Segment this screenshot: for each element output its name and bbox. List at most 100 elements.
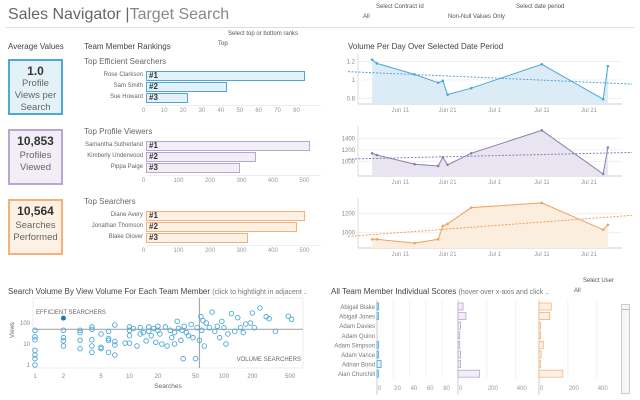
null-values-dropdown[interactable]: Non-Null Values Only [448,14,505,20]
scatter-point [146,328,152,335]
axis-tick: 50 [236,108,244,114]
x-tick-label: 400 [598,386,609,392]
user-filter-dropdown[interactable]: All [574,288,581,294]
y-tick-label: 1200 [342,148,356,154]
volume-heading: Volume Per Day Over Selected Date Period [348,42,504,51]
data-point [540,62,544,66]
scatter-point [221,324,227,331]
ranking-rank: #1 [149,141,158,150]
page-title: Sales Navigator |Target Search [8,6,230,23]
scatter-point [32,327,38,334]
ranking-bar[interactable]: #3 [146,233,249,243]
data-point [436,237,440,241]
scatter-point [140,329,147,336]
ranking-bar[interactable]: #3 [146,93,188,103]
x-tick-label: Jul 11 [534,108,550,114]
kpi-label: Searches Performed [13,220,58,243]
scatter-point [209,309,215,315]
data-point [375,153,379,157]
highlighted-point [60,315,66,321]
score-bar [457,350,461,359]
scatter-point [105,328,112,335]
scatter-point [196,337,203,344]
scatter-point [32,336,38,343]
y-tick-label: 10 [23,342,30,348]
data-point [540,201,544,205]
user-filter-label: Select User [583,278,615,284]
ranking-name: Jonathan Thomson [91,223,143,229]
scatter-point [216,334,223,341]
scatter-point [32,334,38,340]
axis-tick: 0 [142,248,146,254]
score-bar [457,369,481,378]
ranking-rank: #3 [149,233,158,242]
header-divider [6,27,634,28]
ranking-name: Sam Smith [113,83,143,89]
scatter-point [153,339,159,346]
ranking-bar[interactable]: #2 [146,222,298,232]
scrollbar-thumb[interactable] [622,307,629,310]
scores-scrollbar[interactable] [621,304,630,394]
axis-tick: 500 [299,248,310,254]
scatter-point [237,324,244,331]
kpi-card: 1.0 Profile Views per Search [8,59,63,115]
score-bar [457,321,461,330]
scatter-point [249,310,256,316]
x-tick-label: 0 [459,386,463,392]
axis-line [146,175,321,176]
scatter-point [98,345,104,352]
rank-select-dropdown[interactable]: Top [218,41,228,47]
x-tick-label: 200 [247,374,258,380]
member-name: Alan Churchill [338,372,375,378]
scatter-point [134,343,140,349]
scores-title-text: All Team Member Individual Scores [331,287,457,296]
ranking-bar[interactable]: #2 [146,82,228,92]
scatter-point [231,328,238,335]
ranking-bar[interactable]: #1 [146,71,305,81]
axis-tick: 200 [204,178,215,184]
score-bar [538,350,542,359]
data-point [446,222,449,226]
individual-scores-chart[interactable]: Abigail Blake Abigail Jones Adam Davies Ada… [320,300,620,400]
scatter-point [251,324,258,331]
scatter-point [162,324,169,330]
ranking-bar[interactable]: #2 [146,152,257,162]
ranking-bar[interactable]: #1 [146,141,310,151]
ranking-bar[interactable]: #1 [146,211,305,221]
contract-filter-label: Select Contract Id [376,4,424,10]
scatter-point [212,328,218,335]
area-fill [372,202,608,248]
x-tick-label: 20 [155,374,162,380]
y-tick-label: 1.2 [347,60,356,66]
y-tick-label: 1 [352,78,356,84]
contract-filter-dropdown[interactable]: All [363,14,370,20]
scatter-point [89,324,95,330]
data-point [370,237,374,241]
scatter-point [174,318,180,325]
ranking-rank: #3 [149,93,158,102]
x-tick-label: Jun 21 [439,180,458,186]
scatter-point [180,355,186,362]
axis-tick: 300 [236,248,247,254]
x-tick-label: 400 [517,386,528,392]
axis-tick: 0 [142,178,146,184]
x-tick-label: 0 [378,386,382,392]
x-tick-label: 0 [540,386,544,392]
x-tick-label: Jul 1 [488,180,501,186]
ranking-bar[interactable]: #3 [146,163,241,173]
date-period-filter[interactable]: Select date period [516,4,565,10]
member-name: Adam Quinn [342,334,375,340]
scatter-point [89,336,95,343]
score-bar [538,331,541,340]
scatter-chart[interactable]: 1 2 5 10 20 50 100 200 500 1 10 100 Searches Views EFF… [0,296,310,400]
x-tick-label: Jul 1 [488,252,501,258]
scatter-point [181,323,188,330]
scatter-point [77,327,83,334]
scatter-point [60,327,67,334]
scatter-point [77,345,83,352]
scatter-point [194,324,200,331]
ranking-name: Sue Howard [109,94,143,100]
axis-tick: 30 [198,108,206,114]
scatter-point [105,337,112,344]
scatter-point [242,321,249,327]
